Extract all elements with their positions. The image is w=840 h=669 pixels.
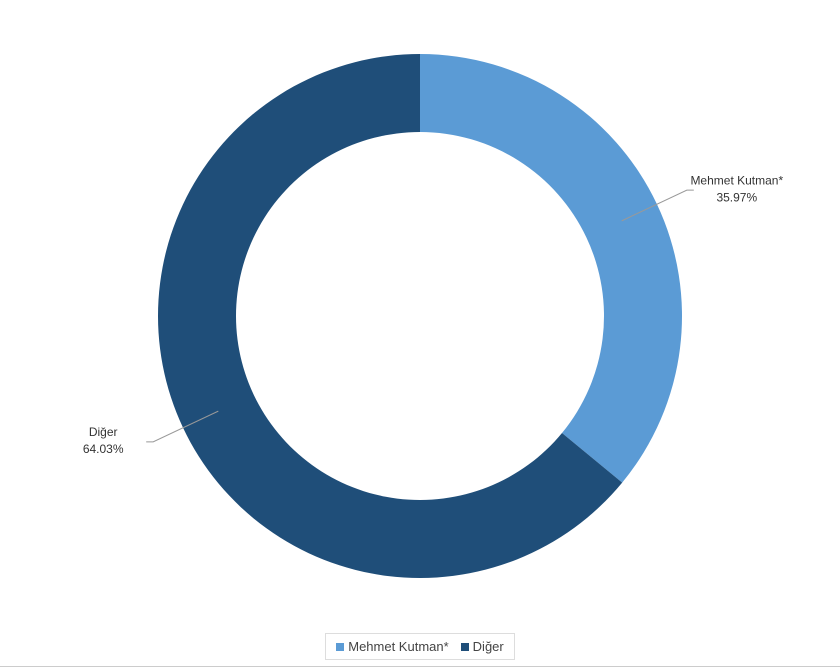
legend-label: Diğer — [472, 639, 504, 654]
chart: Mehmet Kutman* 35.97% Diğer 64.03% — [83, 54, 783, 578]
data-label-value: 35.97% — [716, 190, 757, 204]
leader-line — [146, 410, 219, 443]
legend-swatch — [336, 642, 345, 651]
legend-box: Mehmet Kutman* Diğer — [325, 633, 515, 660]
legend-item: Diğer — [460, 639, 504, 654]
data-label-name: Mehmet Kutman* — [690, 173, 783, 187]
donut-slice — [158, 54, 623, 578]
legend-item: Mehmet Kutman* — [336, 639, 449, 654]
leader-line — [621, 189, 694, 222]
legend-label: Mehmet Kutman* — [348, 639, 449, 654]
rule — [0, 666, 840, 667]
legend: Mehmet Kutman* Diğer — [0, 633, 840, 660]
data-label-name: Diğer — [89, 425, 118, 439]
legend-swatch — [460, 642, 469, 651]
data-label-value: 64.03% — [83, 442, 124, 456]
donut-slice — [420, 54, 683, 483]
